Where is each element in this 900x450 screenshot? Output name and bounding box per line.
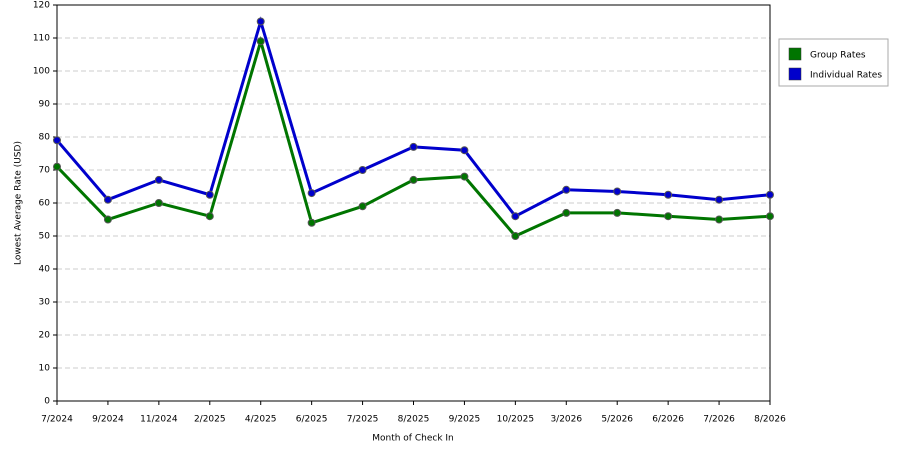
data-point xyxy=(562,185,571,194)
data-point xyxy=(53,162,61,171)
data-point xyxy=(766,190,774,199)
data-point xyxy=(53,136,61,145)
y-tick-label: 90 xyxy=(39,100,51,110)
legend-swatch xyxy=(788,47,802,61)
data-point xyxy=(664,190,673,199)
y-tick-label: 0 xyxy=(44,397,50,407)
data-point xyxy=(154,199,163,207)
y-tick-label: 60 xyxy=(39,199,51,209)
legend-label: Group Rates xyxy=(810,51,866,61)
x-tick-label: 5/2026 xyxy=(601,415,633,425)
data-point xyxy=(307,218,316,227)
x-tick-label: 10/2025 xyxy=(497,415,534,425)
x-tick-label: 4/2025 xyxy=(245,415,277,425)
data-point xyxy=(460,172,469,181)
x-tick-label: 3/2026 xyxy=(550,415,582,425)
data-point xyxy=(358,202,367,211)
y-tick-label: 10 xyxy=(39,364,51,374)
x-tick-label: 7/2024 xyxy=(41,415,73,425)
series-line xyxy=(55,16,771,219)
y-tick-label: 120 xyxy=(33,1,50,11)
data-point xyxy=(766,212,774,221)
x-tick-label: 6/2025 xyxy=(296,415,328,425)
y-tick-label: 110 xyxy=(33,34,50,44)
data-point xyxy=(205,212,214,221)
y-tick-label: 70 xyxy=(39,166,51,176)
data-point xyxy=(511,212,520,221)
data-point xyxy=(256,17,265,26)
y-axis-label: Lowest Average Rate (USD) xyxy=(14,141,24,265)
x-tick-label: 8/2025 xyxy=(398,415,430,425)
data-point xyxy=(103,215,112,224)
data-point xyxy=(613,187,622,196)
y-tick-label: 80 xyxy=(39,133,51,143)
data-point xyxy=(664,212,673,221)
data-point xyxy=(715,195,724,204)
data-point xyxy=(562,208,571,217)
y-tick-label: 20 xyxy=(39,331,51,341)
data-point xyxy=(715,215,724,224)
y-tick-label: 100 xyxy=(33,67,50,77)
y-tick-label: 50 xyxy=(39,232,51,242)
data-point xyxy=(358,166,367,174)
data-point xyxy=(613,208,622,217)
x-tick-label: 7/2025 xyxy=(347,415,379,425)
data-point xyxy=(409,175,418,184)
y-tick-label: 30 xyxy=(39,298,51,308)
x-tick-label: 2/2025 xyxy=(194,415,226,425)
x-tick-label: 8/2026 xyxy=(754,415,786,425)
legend-label: Individual Rates xyxy=(810,71,882,81)
data-point xyxy=(256,37,265,46)
x-tick-label: 9/2024 xyxy=(92,415,124,425)
data-point xyxy=(205,190,214,199)
legend-swatch xyxy=(788,67,802,81)
x-axis-label: Month of Check In xyxy=(372,434,454,444)
y-tick-label: 40 xyxy=(39,265,51,275)
x-tick-label: 7/2026 xyxy=(703,415,735,425)
x-tick-label: 6/2026 xyxy=(652,415,684,425)
x-tick-label: 9/2025 xyxy=(449,415,481,425)
data-point xyxy=(103,195,112,204)
x-tick-label: 11/2024 xyxy=(140,415,178,425)
data-point xyxy=(409,142,418,151)
data-point xyxy=(154,175,163,184)
data-point xyxy=(307,189,316,198)
data-point xyxy=(511,232,520,240)
data-point xyxy=(460,146,469,155)
